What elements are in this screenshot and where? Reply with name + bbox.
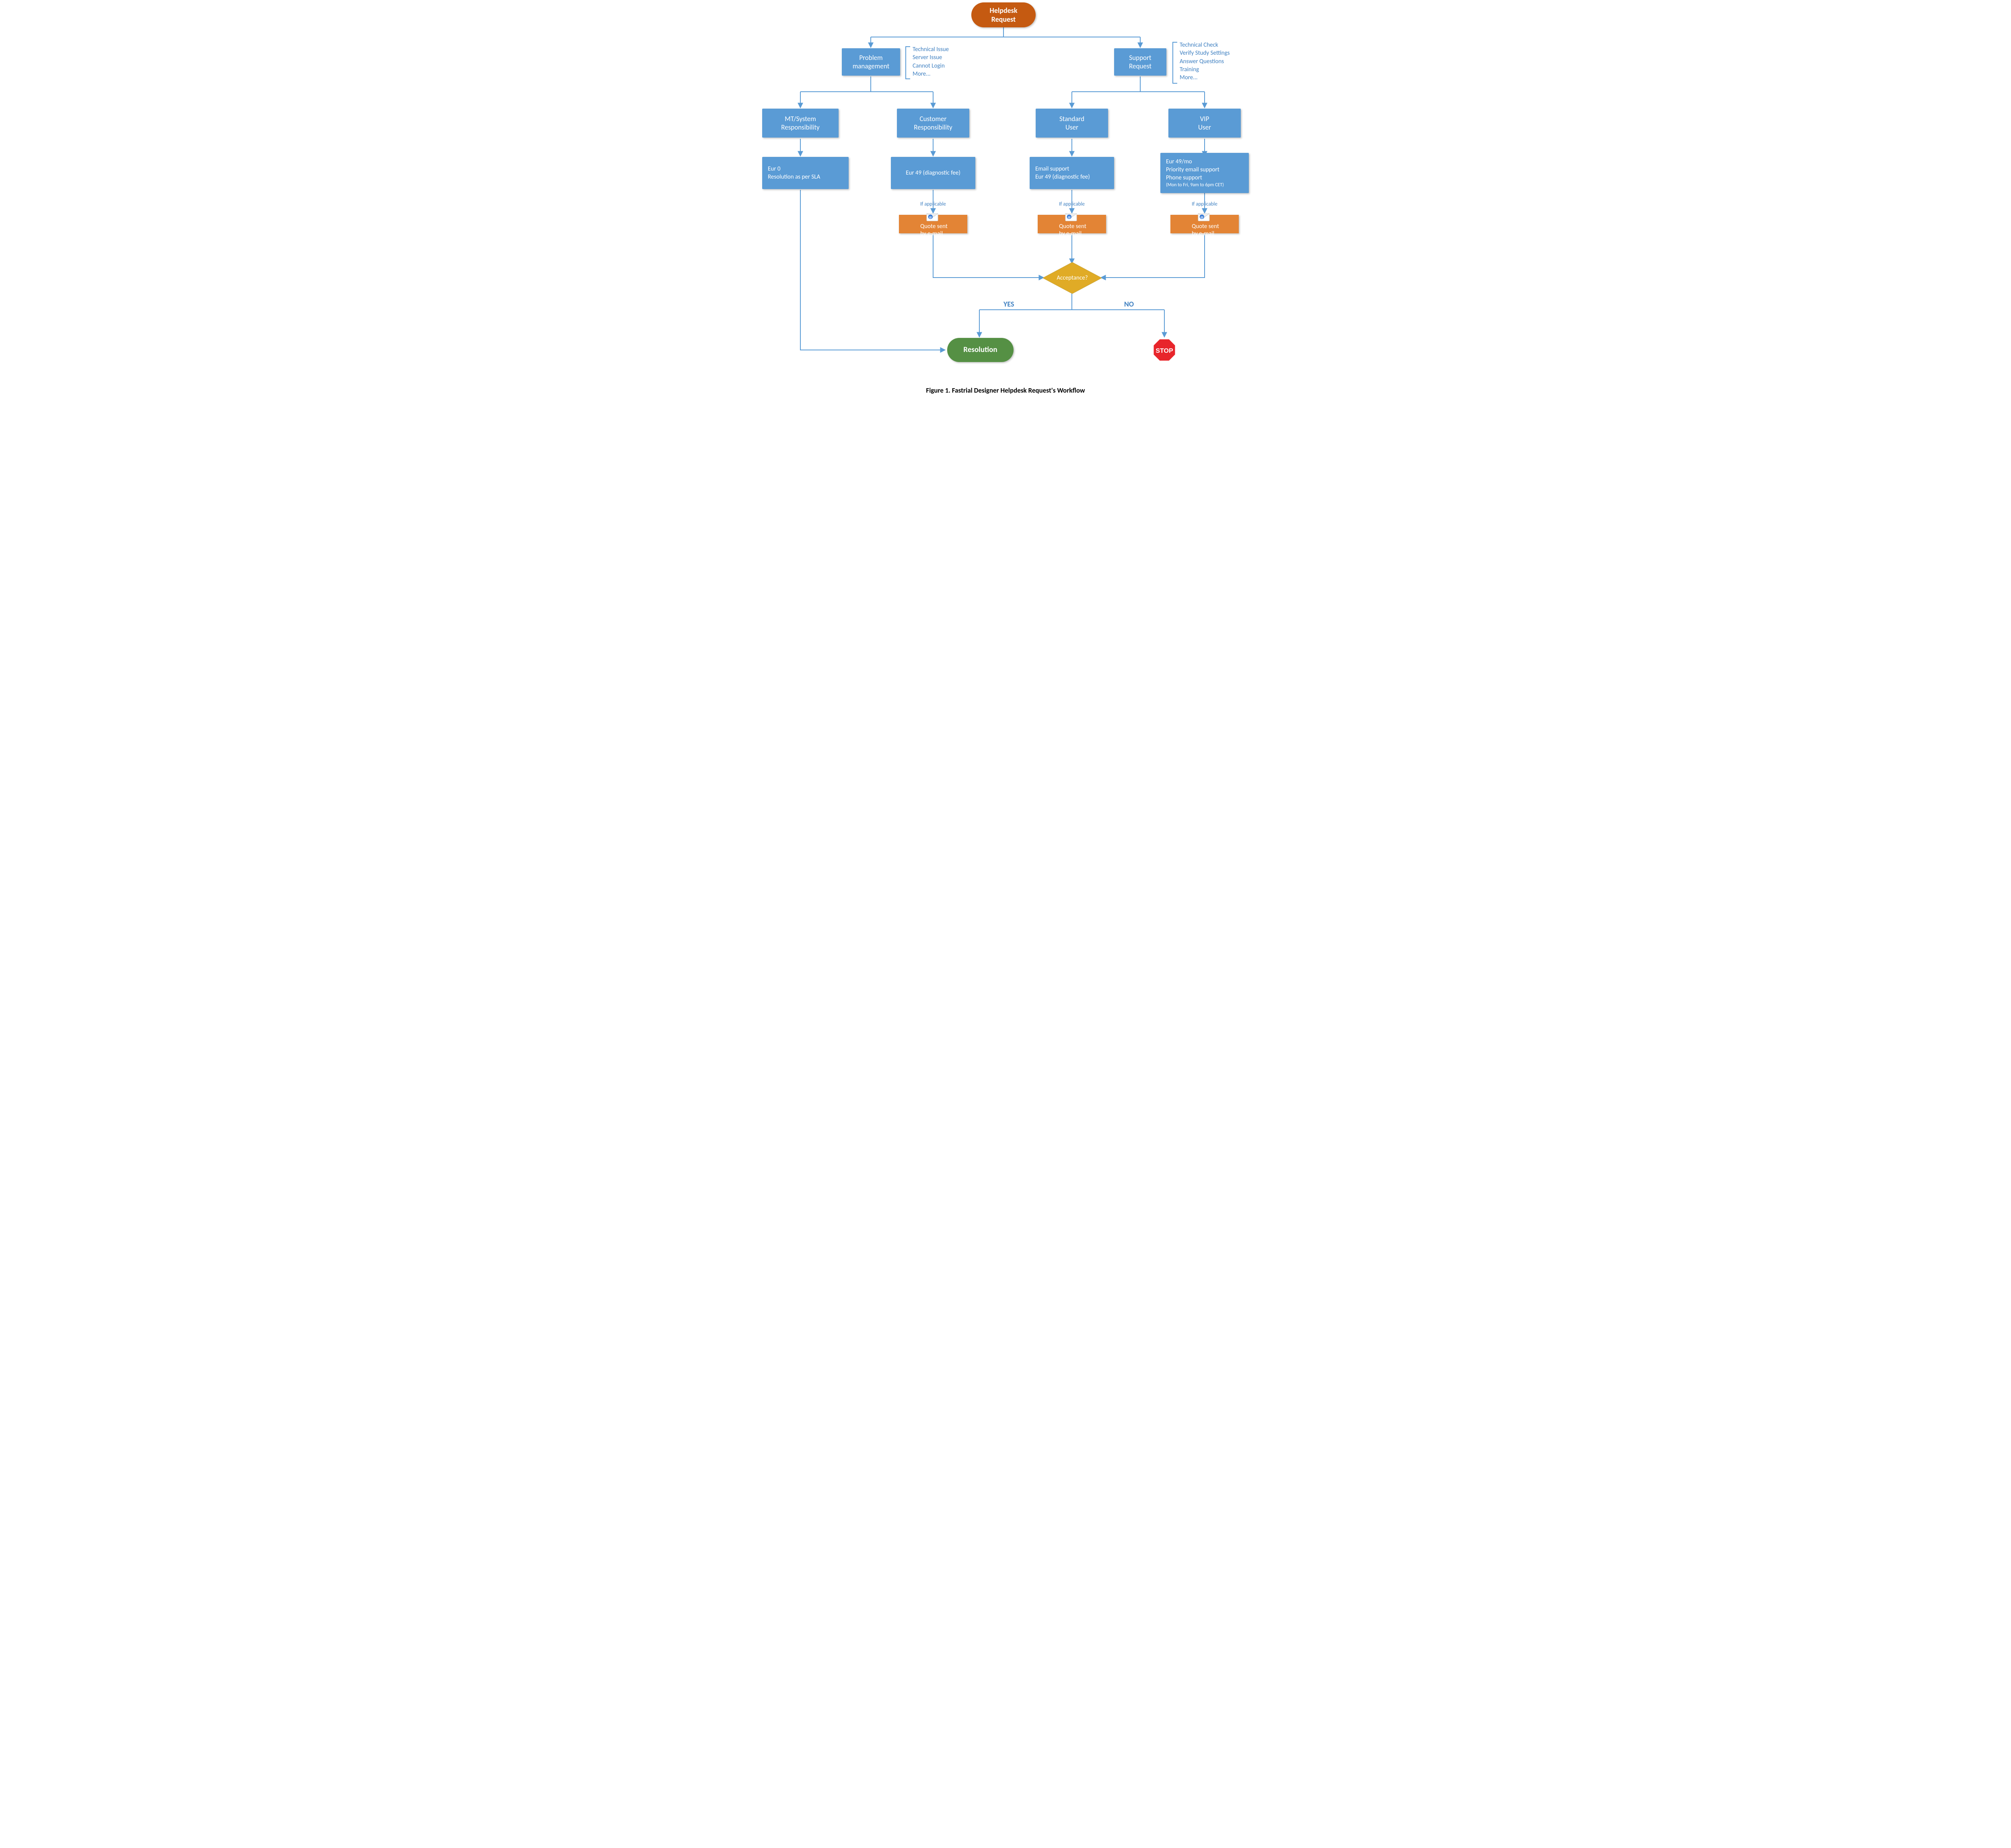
figure-caption: Figure 1. Fastrial Designer Helpdesk Req… xyxy=(754,386,1257,395)
quote-vip: @ Quote sent by e-mail xyxy=(1170,215,1239,233)
if-applicable-3: If applicable xyxy=(1184,201,1225,207)
cust-node: Customer Responsibility xyxy=(897,109,969,138)
stop-text: STOP xyxy=(1156,348,1173,354)
mail-icon: @ xyxy=(1065,211,1077,223)
decision-node: Acceptance? xyxy=(1043,262,1102,294)
yes-label: YES xyxy=(1003,300,1014,309)
quote-cust: @ Quote sent by e-mail xyxy=(899,215,967,233)
start-node: Helpdesk Request xyxy=(971,2,1036,27)
problem-mgmt-node: Problem management xyxy=(842,48,900,76)
vip-info: Eur 49/mo Priority email support Phone s… xyxy=(1160,153,1249,193)
quote-std: @ Quote sent by e-mail xyxy=(1038,215,1106,233)
cust-info: Eur 49 (diagnostic fee) xyxy=(891,157,975,189)
flowchart-canvas: Helpdesk Request Problem management Supp… xyxy=(754,0,1257,406)
support-notes: Technical Check Verify Study Settings An… xyxy=(1180,41,1230,82)
mail-icon: @ xyxy=(1198,211,1210,223)
svg-text:@: @ xyxy=(1067,215,1071,220)
problem-line1: Problem xyxy=(859,54,882,62)
start-line1: Helpdesk xyxy=(989,6,1017,15)
std-info: Email support Eur 49 (diagnostic fee) xyxy=(1030,157,1114,189)
no-label: NO xyxy=(1124,300,1134,309)
support-line1: Support xyxy=(1129,54,1151,62)
problem-line2: management xyxy=(853,62,890,70)
start-line2: Request xyxy=(991,15,1016,24)
support-line2: Request xyxy=(1129,62,1151,70)
std-node: Standard User xyxy=(1036,109,1108,138)
stop-node: STOP xyxy=(1152,338,1176,362)
svg-text:@: @ xyxy=(1200,215,1203,220)
if-applicable-1: If applicable xyxy=(913,201,953,207)
resolution-node: Resolution xyxy=(947,338,1014,362)
if-applicable-2: If applicable xyxy=(1052,201,1092,207)
support-req-node: Support Request xyxy=(1114,48,1166,76)
svg-text:@: @ xyxy=(929,215,932,220)
mt-info: Eur 0 Resolution as per SLA xyxy=(762,157,849,189)
bracket-support xyxy=(1172,42,1177,84)
problem-notes: Technical Issue Server Issue Cannot Logi… xyxy=(913,45,949,78)
mt-node: MT/System Responsibility xyxy=(762,109,839,138)
decision-label: Acceptance? xyxy=(1043,262,1102,294)
mail-icon: @ xyxy=(926,211,938,223)
bracket-problem xyxy=(905,46,910,79)
vip-node: VIP User xyxy=(1168,109,1241,138)
